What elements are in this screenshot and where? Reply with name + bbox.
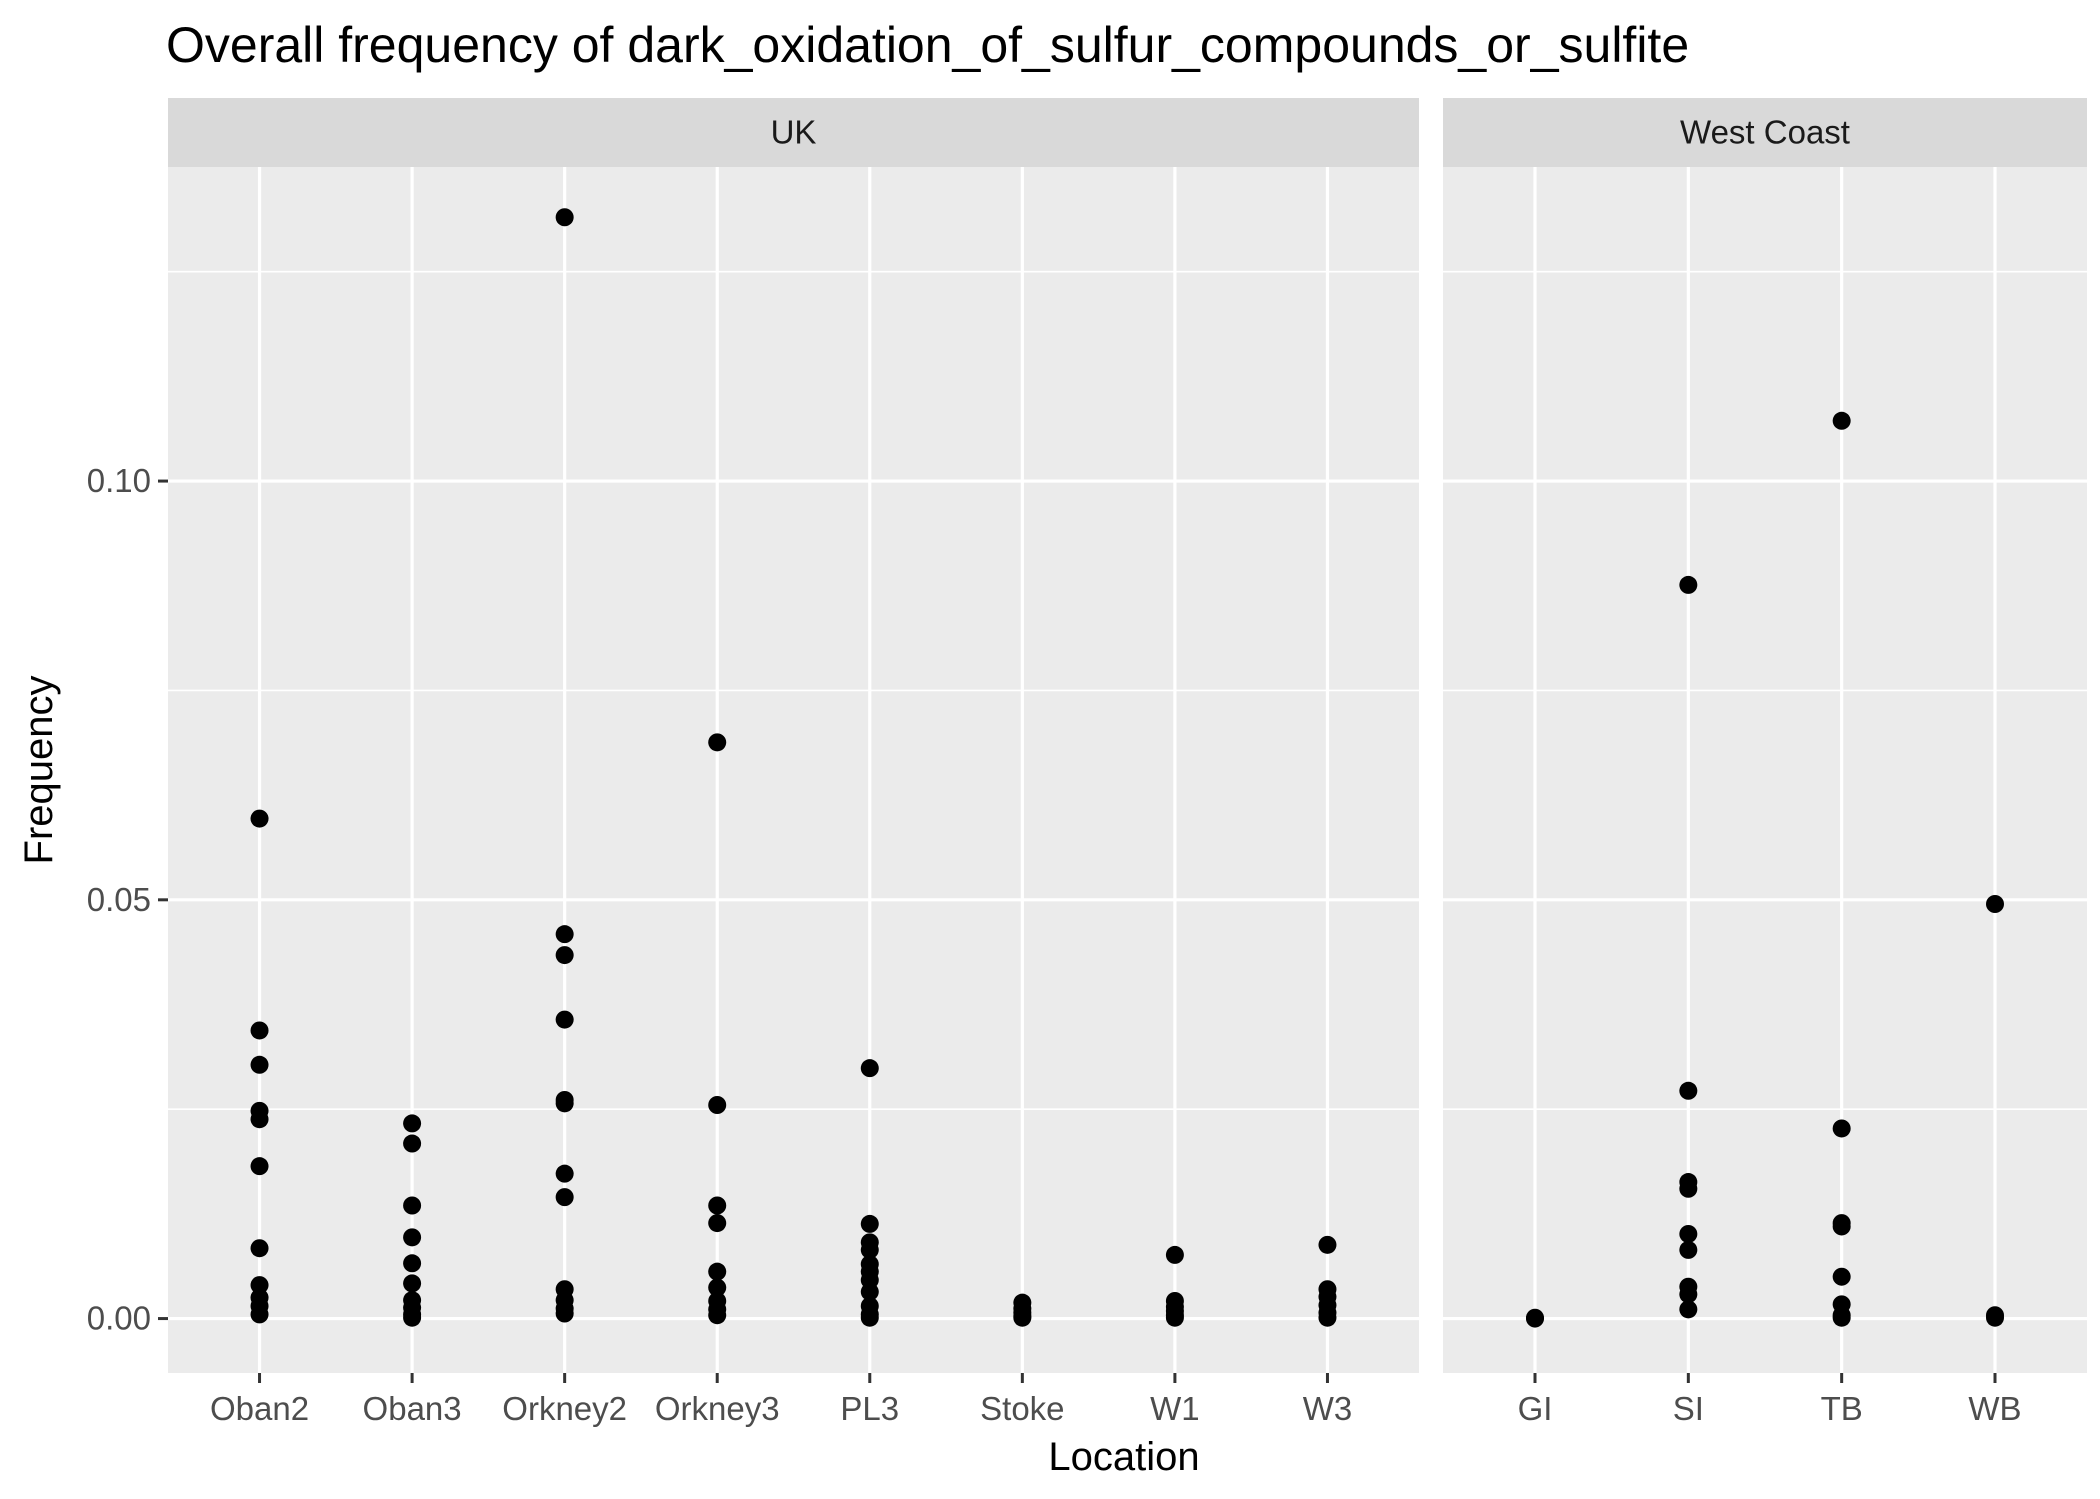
data-point — [1679, 1300, 1698, 1319]
facet-strip — [168, 98, 1419, 167]
y-axis-title: Frequency — [17, 676, 61, 865]
data-point — [403, 1134, 422, 1153]
data-point — [403, 1308, 422, 1327]
data-point — [555, 925, 574, 944]
data-point — [860, 1240, 879, 1259]
data-point — [1679, 1081, 1698, 1100]
x-tick-label: SI — [1673, 1390, 1704, 1427]
data-point — [1165, 1245, 1184, 1264]
data-point — [708, 1196, 727, 1215]
data-point — [555, 1304, 574, 1323]
x-tick-label: WB — [1968, 1390, 2021, 1427]
data-point — [1318, 1235, 1337, 1254]
y-axis: 0.00 0.05 0.10 — [87, 462, 168, 1337]
data-point — [1679, 1179, 1698, 1198]
data-point — [250, 1157, 269, 1176]
data-point — [1679, 1240, 1698, 1259]
data-point — [860, 1214, 879, 1233]
data-point — [708, 1306, 727, 1325]
data-point — [1318, 1308, 1337, 1327]
data-point — [1832, 411, 1851, 430]
chart-title: Overall frequency of dark_oxidation_of_s… — [166, 17, 1689, 73]
data-point — [1679, 1285, 1698, 1304]
facet-strip — [1443, 98, 2087, 167]
facet-panels: UK Oban2 Oban3 Orkney2 Orkney3 PL3 Stoke W1 W3 We… — [168, 98, 2087, 1427]
x-tick-label: W3 — [1303, 1390, 1353, 1427]
panel-background — [1443, 167, 2087, 1373]
data-point — [250, 1305, 269, 1324]
data-point — [555, 1094, 574, 1113]
data-point — [1526, 1309, 1544, 1328]
facet-panel-uk: UK Oban2 Oban3 Orkney2 Orkney3 PL3 Stoke W1 W3 — [168, 98, 1419, 1427]
data-point — [555, 1188, 574, 1207]
x-tick-label: Orkney3 — [655, 1390, 780, 1427]
data-point — [250, 1110, 269, 1129]
facet-panel-west-coast: West Coast GI SI TB WB — [1443, 98, 2087, 1427]
data-point — [250, 1239, 269, 1258]
x-tick-label: Orkney2 — [502, 1390, 627, 1427]
data-point — [555, 946, 574, 965]
data-point — [1986, 895, 2004, 913]
data-point — [1165, 1308, 1184, 1327]
x-tick-label: Oban2 — [210, 1390, 309, 1427]
data-point — [1679, 1224, 1698, 1243]
x-tick-label: Stoke — [980, 1390, 1064, 1427]
data-point — [708, 1096, 727, 1114]
data-point — [1832, 1217, 1851, 1236]
data-point — [860, 1282, 879, 1301]
x-axis-title: Location — [1048, 1435, 1199, 1479]
facet-strip-label: West Coast — [1680, 114, 1850, 151]
data-point — [403, 1196, 422, 1215]
x-tick-label: W1 — [1150, 1390, 1200, 1427]
data-point — [403, 1274, 422, 1293]
data-point — [1013, 1308, 1032, 1327]
x-tick-label: TB — [1821, 1390, 1863, 1427]
data-point — [250, 1021, 269, 1040]
data-point — [403, 1114, 422, 1133]
data-point — [708, 733, 727, 752]
x-tick-label: GI — [1518, 1390, 1553, 1427]
data-point — [555, 1010, 574, 1029]
data-point — [1832, 1119, 1851, 1138]
data-point — [860, 1308, 879, 1327]
data-point — [1832, 1267, 1851, 1286]
data-point — [403, 1254, 422, 1273]
y-tick-label: 0.05 — [87, 881, 151, 918]
data-point — [555, 208, 574, 227]
data-point — [250, 809, 269, 828]
y-tick-label: 0.10 — [87, 462, 151, 499]
panel-background — [168, 167, 1419, 1373]
data-point — [1832, 1308, 1851, 1327]
x-tick-label: Oban3 — [363, 1390, 462, 1427]
data-point — [403, 1228, 422, 1247]
data-point — [708, 1262, 727, 1281]
data-point — [250, 1276, 269, 1295]
y-tick-label: 0.00 — [87, 1300, 151, 1337]
data-point — [708, 1278, 727, 1297]
facet-strip-label: UK — [771, 114, 817, 151]
data-point — [1679, 575, 1698, 594]
data-point — [860, 1059, 879, 1078]
data-point — [1986, 1308, 2004, 1327]
data-point — [250, 1055, 269, 1074]
data-point — [708, 1214, 727, 1233]
x-tick-label: PL3 — [840, 1390, 899, 1427]
data-point — [555, 1164, 574, 1183]
